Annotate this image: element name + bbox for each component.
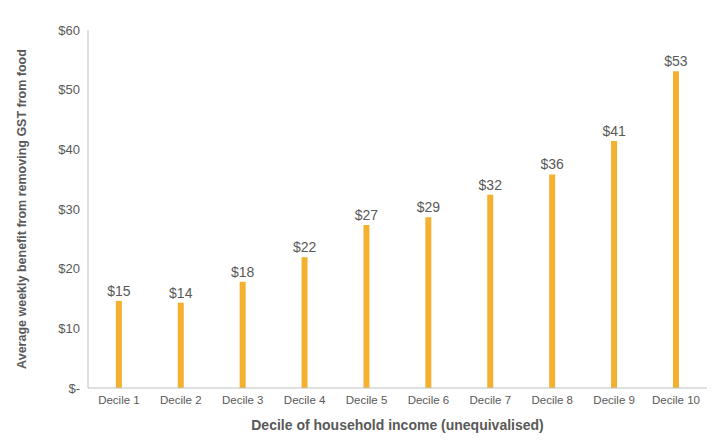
svg-text:Decile 10: Decile 10 — [652, 394, 700, 406]
svg-text:Decile 6: Decile 6 — [408, 394, 450, 406]
svg-text:Decile 1: Decile 1 — [98, 394, 140, 406]
svg-text:$53: $53 — [664, 53, 688, 69]
svg-text:Decile 4: Decile 4 — [284, 394, 326, 406]
svg-text:Average weekly benefit from re: Average weekly benefit from removing GST… — [15, 49, 29, 369]
svg-text:Decile 8: Decile 8 — [531, 394, 573, 406]
svg-text:$14: $14 — [169, 285, 193, 301]
svg-text:$29: $29 — [417, 199, 441, 215]
svg-text:$30: $30 — [58, 202, 80, 217]
svg-text:Decile 2: Decile 2 — [160, 394, 202, 406]
svg-text:$10: $10 — [58, 321, 80, 336]
svg-text:Decile 3: Decile 3 — [222, 394, 264, 406]
svg-text:Decile 5: Decile 5 — [346, 394, 388, 406]
svg-text:$40: $40 — [58, 142, 80, 157]
svg-text:$15: $15 — [107, 283, 131, 299]
svg-text:$20: $20 — [58, 261, 80, 276]
svg-text:$36: $36 — [540, 156, 564, 172]
svg-text:$-: $- — [68, 381, 80, 396]
svg-text:$22: $22 — [293, 239, 317, 255]
svg-text:$41: $41 — [602, 123, 626, 139]
svg-text:$32: $32 — [479, 177, 503, 193]
svg-text:$27: $27 — [355, 207, 379, 223]
svg-text:$60: $60 — [58, 23, 80, 38]
svg-text:$50: $50 — [58, 82, 80, 97]
svg-text:$18: $18 — [231, 264, 255, 280]
svg-text:Decile 7: Decile 7 — [470, 394, 512, 406]
svg-text:Decile 9: Decile 9 — [593, 394, 635, 406]
svg-text:Decile of household income (un: Decile of household income (unequivalise… — [251, 417, 544, 433]
